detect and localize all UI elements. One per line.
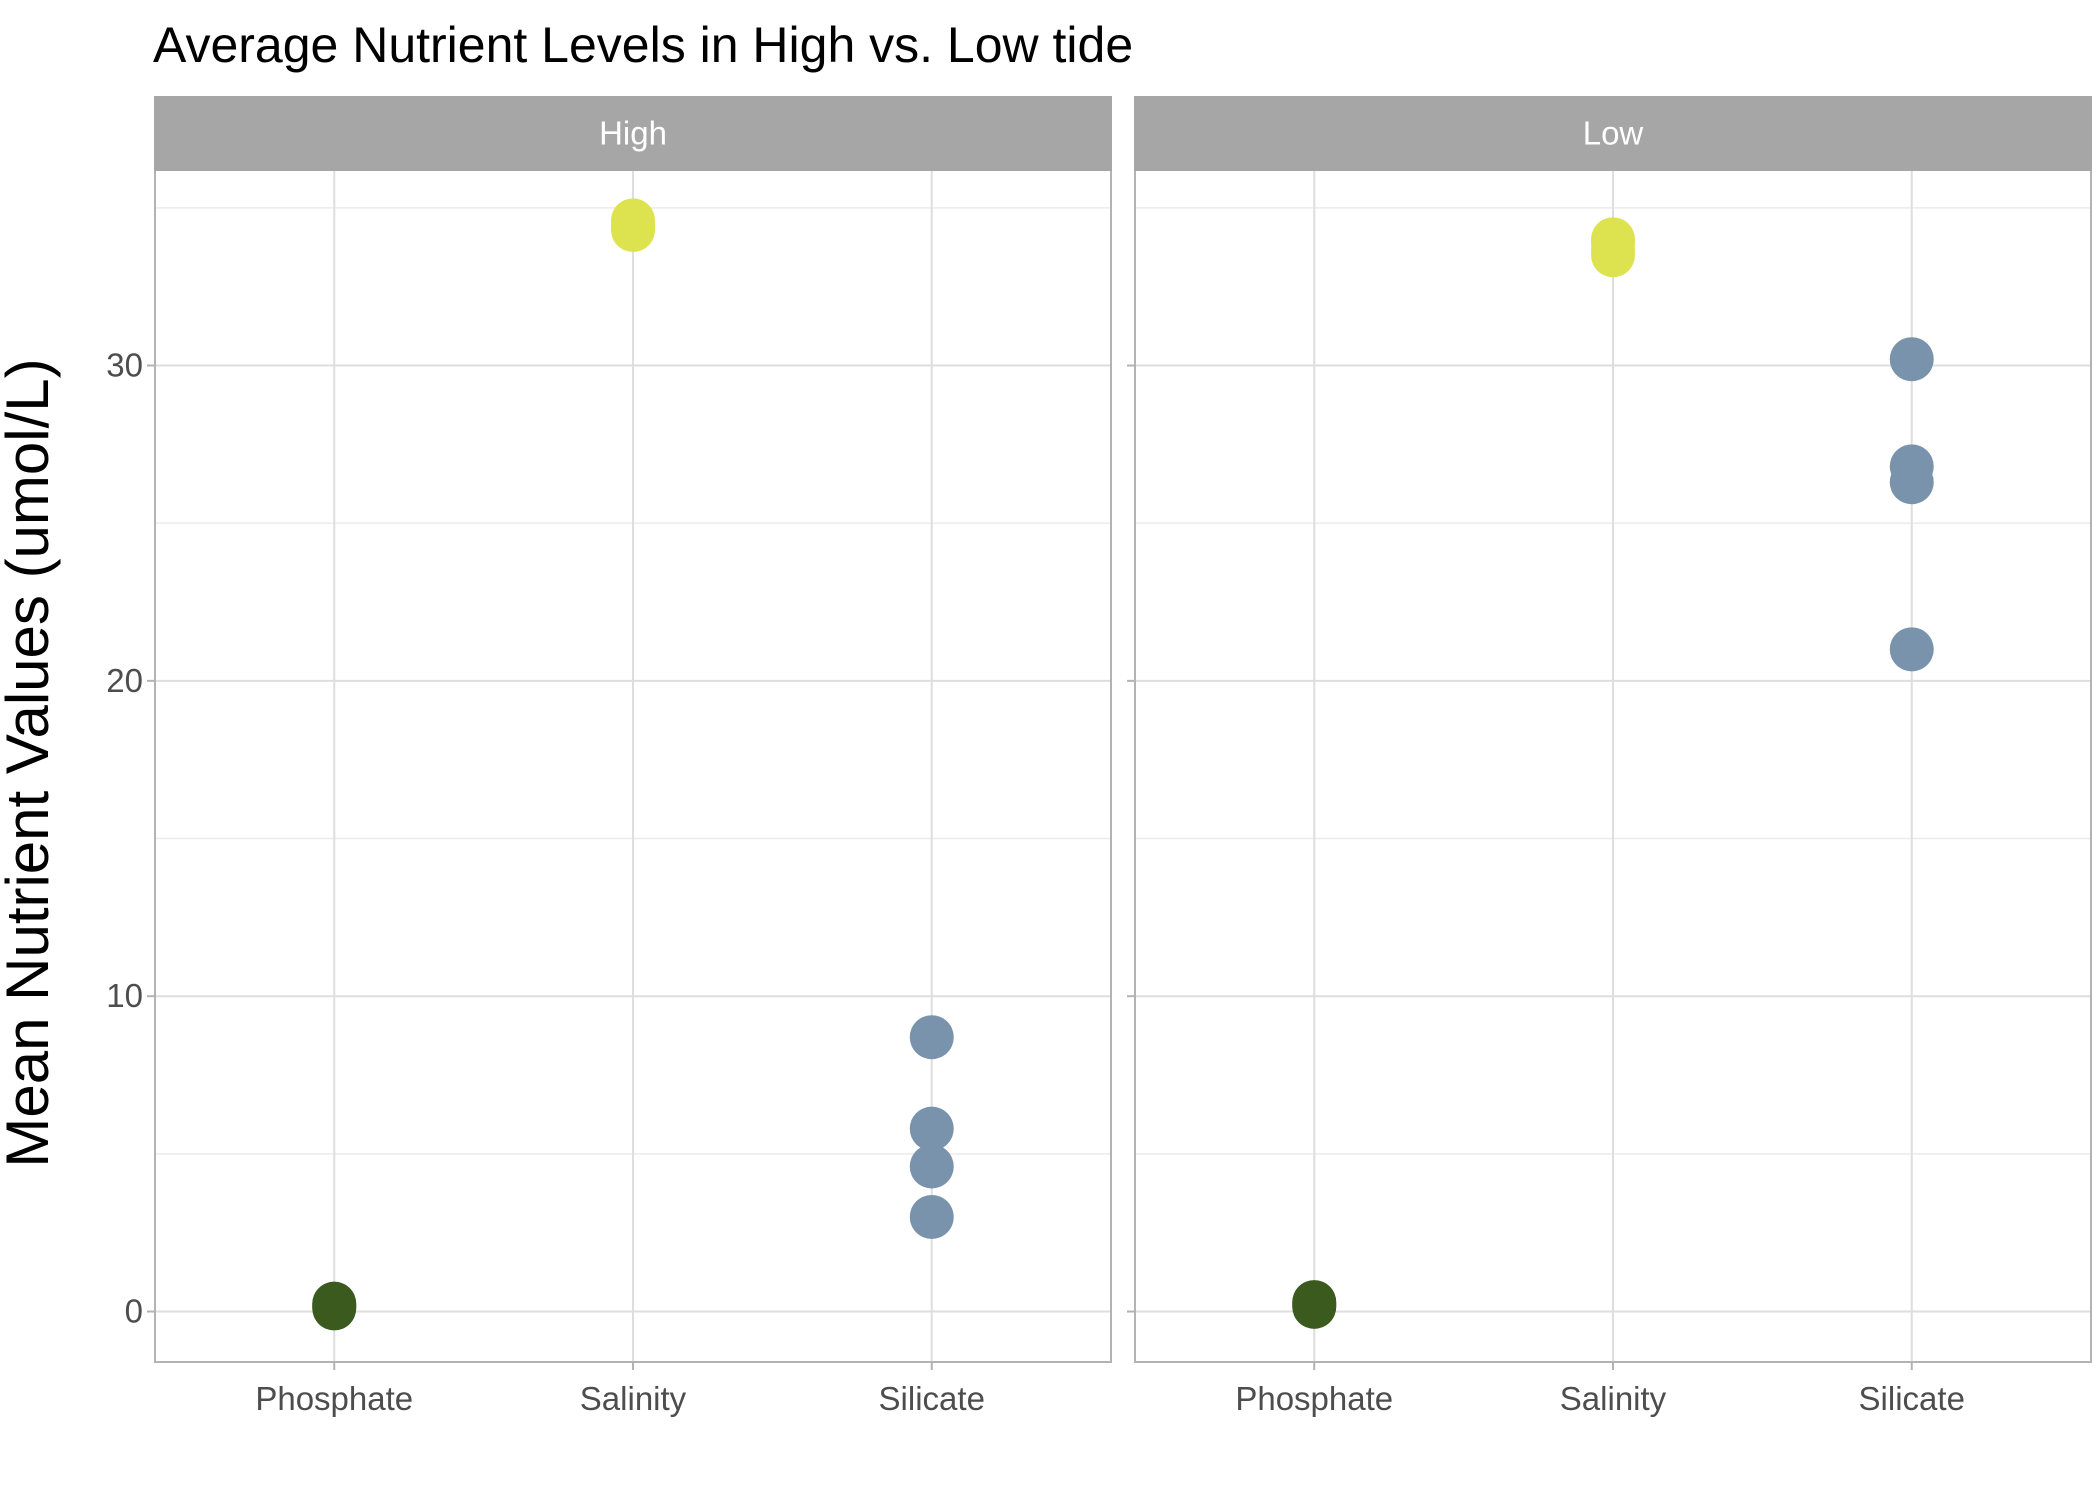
facet-panel-high: High Phosphate Salinity Silicate	[147, 96, 1112, 1417]
y-tick-label: 0	[125, 1293, 143, 1330]
x-tick-label: Phosphate	[255, 1380, 413, 1417]
data-point-salinity	[1591, 217, 1635, 262]
facet-strip-label: High	[599, 115, 667, 152]
y-tick-label: 10	[106, 977, 143, 1014]
data-point-silicate	[909, 1194, 954, 1239]
data-point-salinity	[611, 198, 655, 243]
data-point-silicate	[909, 1015, 954, 1060]
y-axis-label: Mean Nutrient Values (umol/L)	[0, 358, 61, 1167]
data-point-phosphate	[1292, 1280, 1337, 1325]
y-tick-label: 20	[106, 662, 143, 699]
data-point-silicate	[1889, 627, 1934, 672]
facet-strip	[1134, 96, 2092, 171]
x-tick-label: Salinity	[580, 1380, 687, 1417]
facet-strip	[154, 96, 1112, 171]
data-point-silicate	[909, 1144, 954, 1189]
chart-title: Average Nutrient Levels in High vs. Low …	[153, 17, 1133, 73]
facet-strip-label: Low	[1583, 115, 1644, 152]
x-tick-label: Phosphate	[1235, 1380, 1393, 1417]
facet-panel-low: Low Phosphate Salinity Silicate	[1127, 96, 2092, 1417]
x-tick-label: Silicate	[879, 1380, 985, 1417]
data-point-silicate	[1889, 460, 1934, 505]
data-point-silicate	[1889, 337, 1934, 382]
data-point-phosphate	[312, 1281, 357, 1326]
y-tick-label: 30	[106, 347, 143, 384]
data-point-silicate	[909, 1106, 954, 1151]
x-tick-label: Salinity	[1560, 1380, 1667, 1417]
panels: 0 10 20 30 High Phosphate Salinity Silicate Low P…	[106, 96, 2092, 1417]
x-tick-label: Silicate	[1859, 1380, 1965, 1417]
